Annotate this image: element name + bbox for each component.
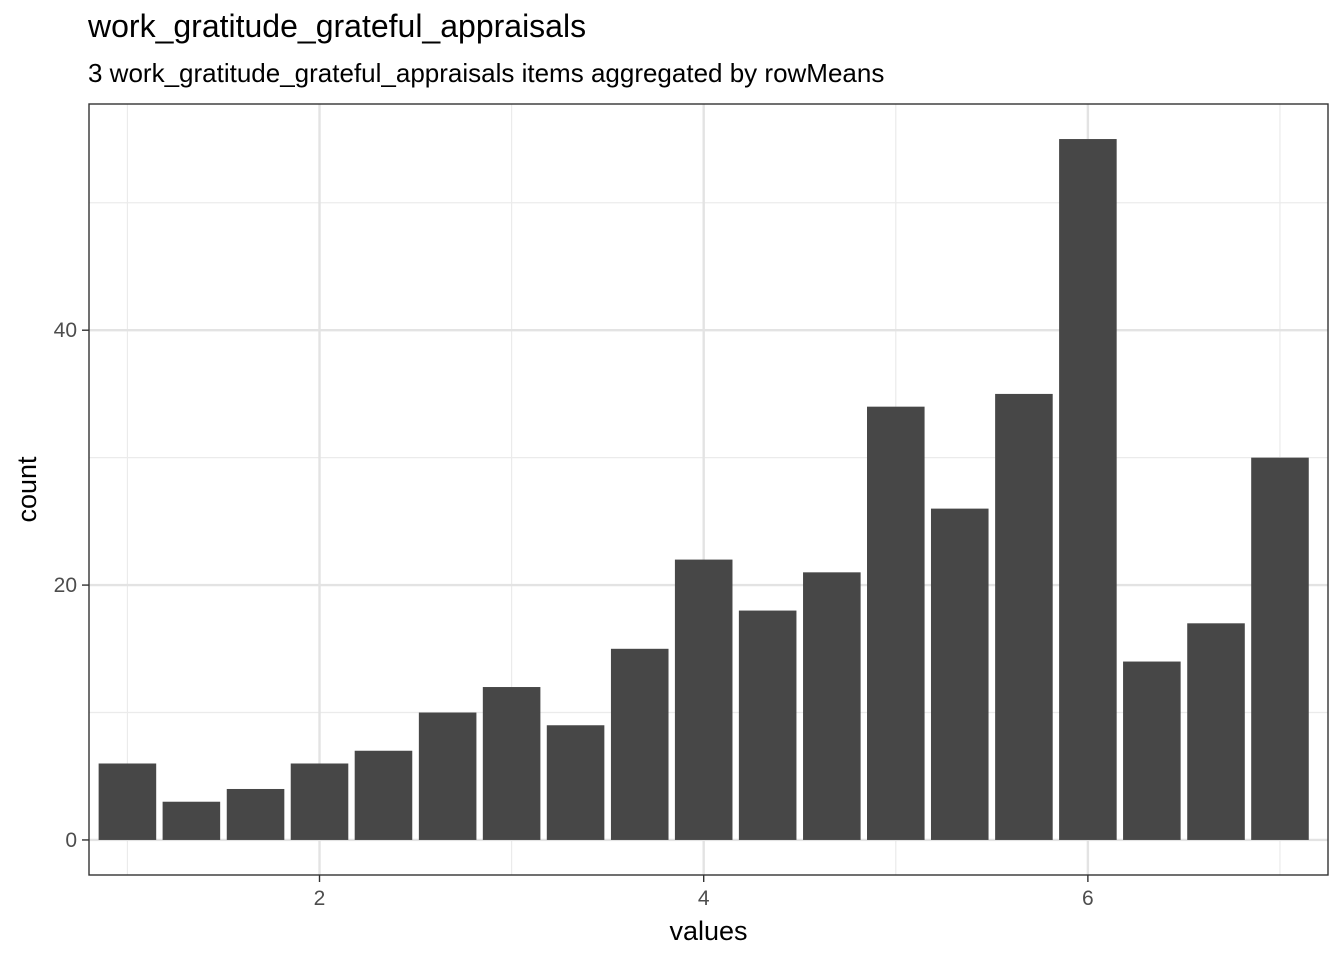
y-tick-label: 20 — [54, 574, 77, 597]
bar — [867, 406, 925, 840]
x-axis-title: values — [669, 916, 747, 946]
bar — [1251, 457, 1309, 840]
y-tick-label: 0 — [65, 829, 77, 852]
bar — [482, 687, 541, 840]
bar — [546, 725, 605, 840]
bar — [354, 750, 413, 840]
x-tick-label: 2 — [314, 887, 326, 910]
bar — [1187, 623, 1245, 840]
bar — [610, 648, 669, 840]
bar — [674, 559, 733, 840]
chart-title: work_gratitude_grateful_appraisals — [88, 8, 587, 44]
bar — [738, 610, 797, 840]
bar — [290, 763, 349, 840]
bar — [162, 801, 221, 840]
y-axis-title: count — [12, 456, 42, 523]
bar — [1059, 139, 1117, 840]
bar — [995, 393, 1053, 840]
bar — [226, 788, 285, 840]
bar — [98, 763, 157, 840]
y-tick-label: 40 — [54, 319, 77, 342]
x-tick-label: 6 — [1082, 887, 1094, 910]
bar — [930, 508, 989, 840]
bar — [803, 572, 861, 840]
bars — [98, 139, 1309, 840]
panel-border — [88, 103, 1329, 876]
y-axis-ticks: 0 20 40 — [54, 319, 89, 852]
x-axis-ticks: 2 4 6 — [314, 875, 1094, 910]
bar — [418, 712, 477, 840]
chart-subtitle: 3 work_gratitude_grateful_appraisals ite… — [88, 58, 885, 88]
bar — [1123, 661, 1181, 840]
x-tick-label: 4 — [698, 887, 710, 910]
